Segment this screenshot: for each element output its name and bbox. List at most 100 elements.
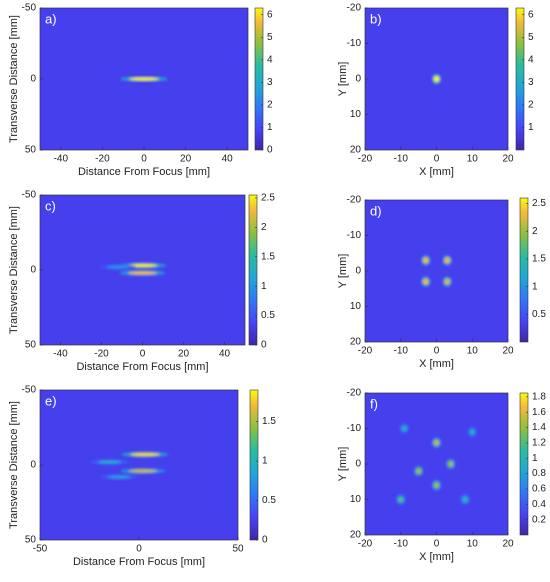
colorbar-tick-label: 4	[528, 54, 534, 65]
spot	[469, 429, 476, 436]
x-tick-label: -20	[95, 154, 110, 165]
x-tick-label: 40	[219, 349, 231, 360]
spot	[415, 468, 422, 475]
spot	[401, 425, 408, 432]
x-tick-label: -20	[358, 346, 373, 357]
x-axis-label: Distance From Focus [mm]	[73, 556, 205, 568]
x-tick-label: -20	[358, 154, 373, 165]
colorbar-tick-label: 2	[261, 222, 267, 233]
heatmap-background	[365, 393, 508, 535]
colorbar-tick-label: 2	[528, 100, 534, 111]
y-tick-label: 0	[355, 459, 361, 470]
panel-label: e)	[45, 393, 57, 408]
heatmap-background	[365, 200, 508, 342]
y-tick-label: 50	[25, 340, 37, 351]
y-tick-label: 20	[350, 145, 362, 156]
x-tick-label: 20	[502, 346, 514, 357]
colorbar-tick-label: 0.5	[532, 309, 546, 320]
spot	[422, 257, 429, 264]
colorbar	[248, 194, 258, 346]
spots	[431, 73, 442, 85]
spot	[97, 460, 122, 464]
colorbar-tick-label: 1.2	[532, 438, 546, 449]
panel-label: a)	[45, 11, 57, 26]
y-axis-label: Transverse Distance [mm]	[8, 401, 20, 529]
colorbar-tick-label: 0.5	[261, 310, 275, 321]
y-tick-label: -10	[347, 230, 362, 241]
x-tick-label: 10	[467, 154, 479, 165]
heatmap-background	[40, 390, 238, 540]
spot	[447, 461, 454, 467]
colorbar-tick-label: 6	[528, 9, 534, 20]
y-tick-label: -20	[347, 3, 362, 14]
x-tick-label: -10	[394, 539, 409, 550]
y-tick-label: -50	[22, 190, 37, 201]
colorbar-tick-label: 3	[267, 77, 273, 88]
colorbar-tick-label: 5	[528, 32, 534, 43]
x-tick-label: 0	[434, 539, 440, 550]
colorbar-tick-label: 6	[267, 9, 273, 20]
heatmap-background	[40, 195, 245, 345]
y-tick-label: 10	[350, 301, 362, 312]
colorbar-tick-label: 2.5	[261, 193, 275, 204]
spot	[128, 469, 158, 473]
spot	[433, 482, 440, 489]
colorbar	[519, 197, 529, 343]
y-tick-label: 0	[30, 74, 36, 85]
colorbar-tick-label: 4	[267, 54, 273, 65]
colorbar-tick-label: 0	[261, 340, 267, 351]
spots	[90, 451, 169, 480]
colorbar-tick-label: 0.5	[262, 495, 276, 506]
colorbar-tick-label: 0.4	[532, 499, 546, 510]
colorbar	[515, 7, 525, 151]
y-tick-label: -50	[22, 3, 37, 14]
y-axis-label: Transverse Distance [mm]	[8, 206, 20, 334]
y-tick-label: 20	[350, 530, 362, 541]
y-tick-label: 10	[350, 109, 362, 120]
x-tick-label: 20	[502, 154, 514, 165]
y-tick-label: 0	[30, 460, 36, 471]
colorbar-tick-label: 2	[267, 100, 273, 111]
spot	[397, 496, 404, 503]
x-tick-label: 10	[467, 346, 479, 357]
x-tick-label: -20	[358, 539, 373, 550]
colorbar	[519, 392, 529, 536]
x-tick-label: 0	[141, 154, 147, 165]
y-tick-label: -20	[347, 388, 362, 399]
spot	[444, 257, 451, 264]
x-tick-label: 20	[180, 154, 192, 165]
colorbar-tick-label: 1.5	[262, 416, 276, 427]
spots	[99, 262, 167, 276]
x-tick-label: 50	[232, 544, 244, 555]
y-axis-label: Y [mm]	[337, 62, 349, 97]
x-tick-label: 0	[434, 154, 440, 165]
y-axis-label: Y [mm]	[337, 447, 349, 482]
x-axis-label: Distance From Focus [mm]	[78, 166, 210, 178]
colorbar-tick-label: 0.6	[532, 484, 546, 495]
spots	[395, 423, 478, 505]
colorbar-tick-label: 1	[262, 456, 268, 467]
x-tick-label: 20	[178, 349, 190, 360]
y-tick-label: -10	[347, 423, 362, 434]
colorbar-tick-label: 2	[532, 226, 538, 237]
y-tick-label: -20	[347, 195, 362, 206]
colorbar-tick-label: 1	[261, 281, 267, 292]
panel-label: f)	[370, 396, 378, 411]
spot	[106, 265, 130, 269]
colorbar-tick-label: 1.6	[532, 407, 546, 418]
y-tick-label: -10	[347, 38, 362, 49]
y-tick-label: 10	[350, 494, 362, 505]
y-axis-label: Transverse Distance [mm]	[8, 15, 20, 143]
x-axis-label: Distance From Focus [mm]	[76, 361, 208, 373]
colorbar-tick-label: 2.5	[532, 198, 546, 209]
x-tick-label: -10	[394, 154, 409, 165]
x-axis-label: X [mm]	[419, 166, 454, 178]
spot	[433, 76, 440, 82]
colorbar-tick-label: 0	[267, 145, 273, 156]
